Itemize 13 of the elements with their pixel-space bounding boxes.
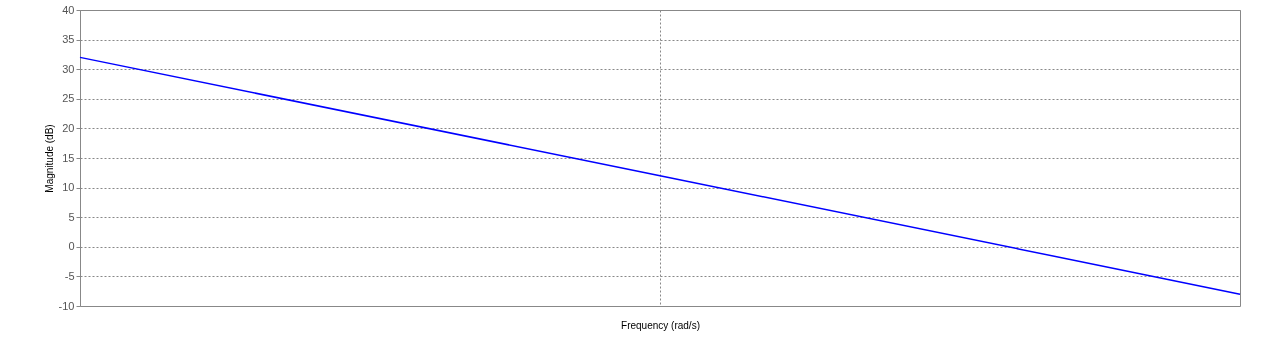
y-tick-label: -5 [64, 269, 75, 282]
y-tick-label: 35 [62, 33, 75, 46]
y-tick-label: 15 [62, 151, 75, 164]
y-axis-title: Magnitude (dB) [43, 124, 55, 193]
y-tick-label: 40 [62, 3, 75, 16]
y-tick-label: 30 [62, 62, 75, 75]
y-tick-label: 5 [68, 210, 75, 223]
y-tick-label: 0 [68, 240, 75, 253]
y-tick-label: -10 [58, 299, 75, 312]
y-tick-label: 20 [62, 121, 75, 134]
y-tick-label: 10 [62, 181, 75, 194]
x-axis-title: Frequency (rad/s) [621, 320, 700, 331]
y-tick-label: 25 [62, 92, 75, 105]
